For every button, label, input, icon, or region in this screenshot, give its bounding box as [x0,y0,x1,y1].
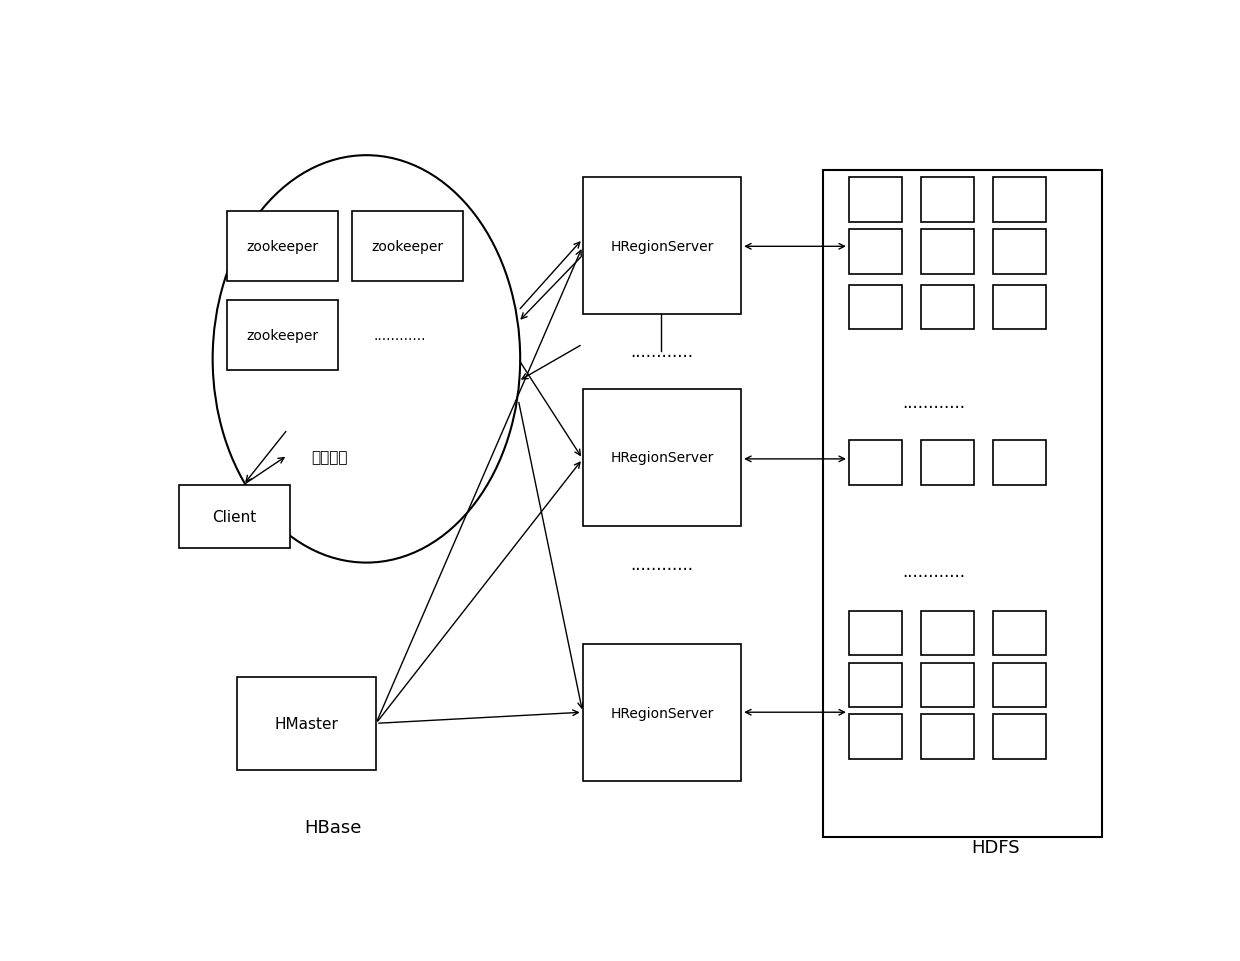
Bar [993,715,1045,759]
Text: ............: ............ [630,555,693,574]
Bar [921,715,973,759]
Text: ............: ............ [373,329,427,342]
Bar [849,715,901,759]
Bar [993,285,1045,330]
Bar [583,389,742,526]
Bar [921,230,973,275]
Bar [849,230,901,275]
Bar [227,300,337,371]
Bar [583,645,742,781]
Text: ............: ............ [901,393,965,411]
Ellipse shape [213,156,521,563]
Bar [849,285,901,330]
Bar [993,441,1045,485]
Bar [921,441,973,485]
Bar [823,171,1101,837]
Bar [583,178,742,315]
Text: Client: Client [212,509,257,525]
Text: HRegionServer: HRegionServer [610,239,713,254]
Text: zookeeper: zookeeper [247,239,319,254]
Text: HRegionServer: HRegionServer [610,705,713,720]
Bar [921,663,973,707]
Bar [849,611,901,655]
Bar [921,611,973,655]
Bar [352,211,463,282]
Text: HMaster: HMaster [274,717,339,731]
Bar [993,611,1045,655]
Bar [849,441,901,485]
Text: HRegionServer: HRegionServer [610,451,713,464]
Bar [849,663,901,707]
Text: zookeeper: zookeeper [371,239,444,254]
Text: zookeeper: zookeeper [247,329,319,342]
Text: 协调服务: 协调服务 [311,450,348,465]
Bar [993,663,1045,707]
Bar [993,230,1045,275]
Bar [921,178,973,223]
Text: HDFS: HDFS [972,838,1021,856]
Text: HBase: HBase [304,818,362,836]
Bar [993,178,1045,223]
Bar [179,485,290,548]
Bar [921,285,973,330]
Bar [849,178,901,223]
Bar [237,678,376,770]
Bar [227,211,337,282]
Text: ............: ............ [901,563,965,580]
Text: ............: ............ [630,343,693,361]
